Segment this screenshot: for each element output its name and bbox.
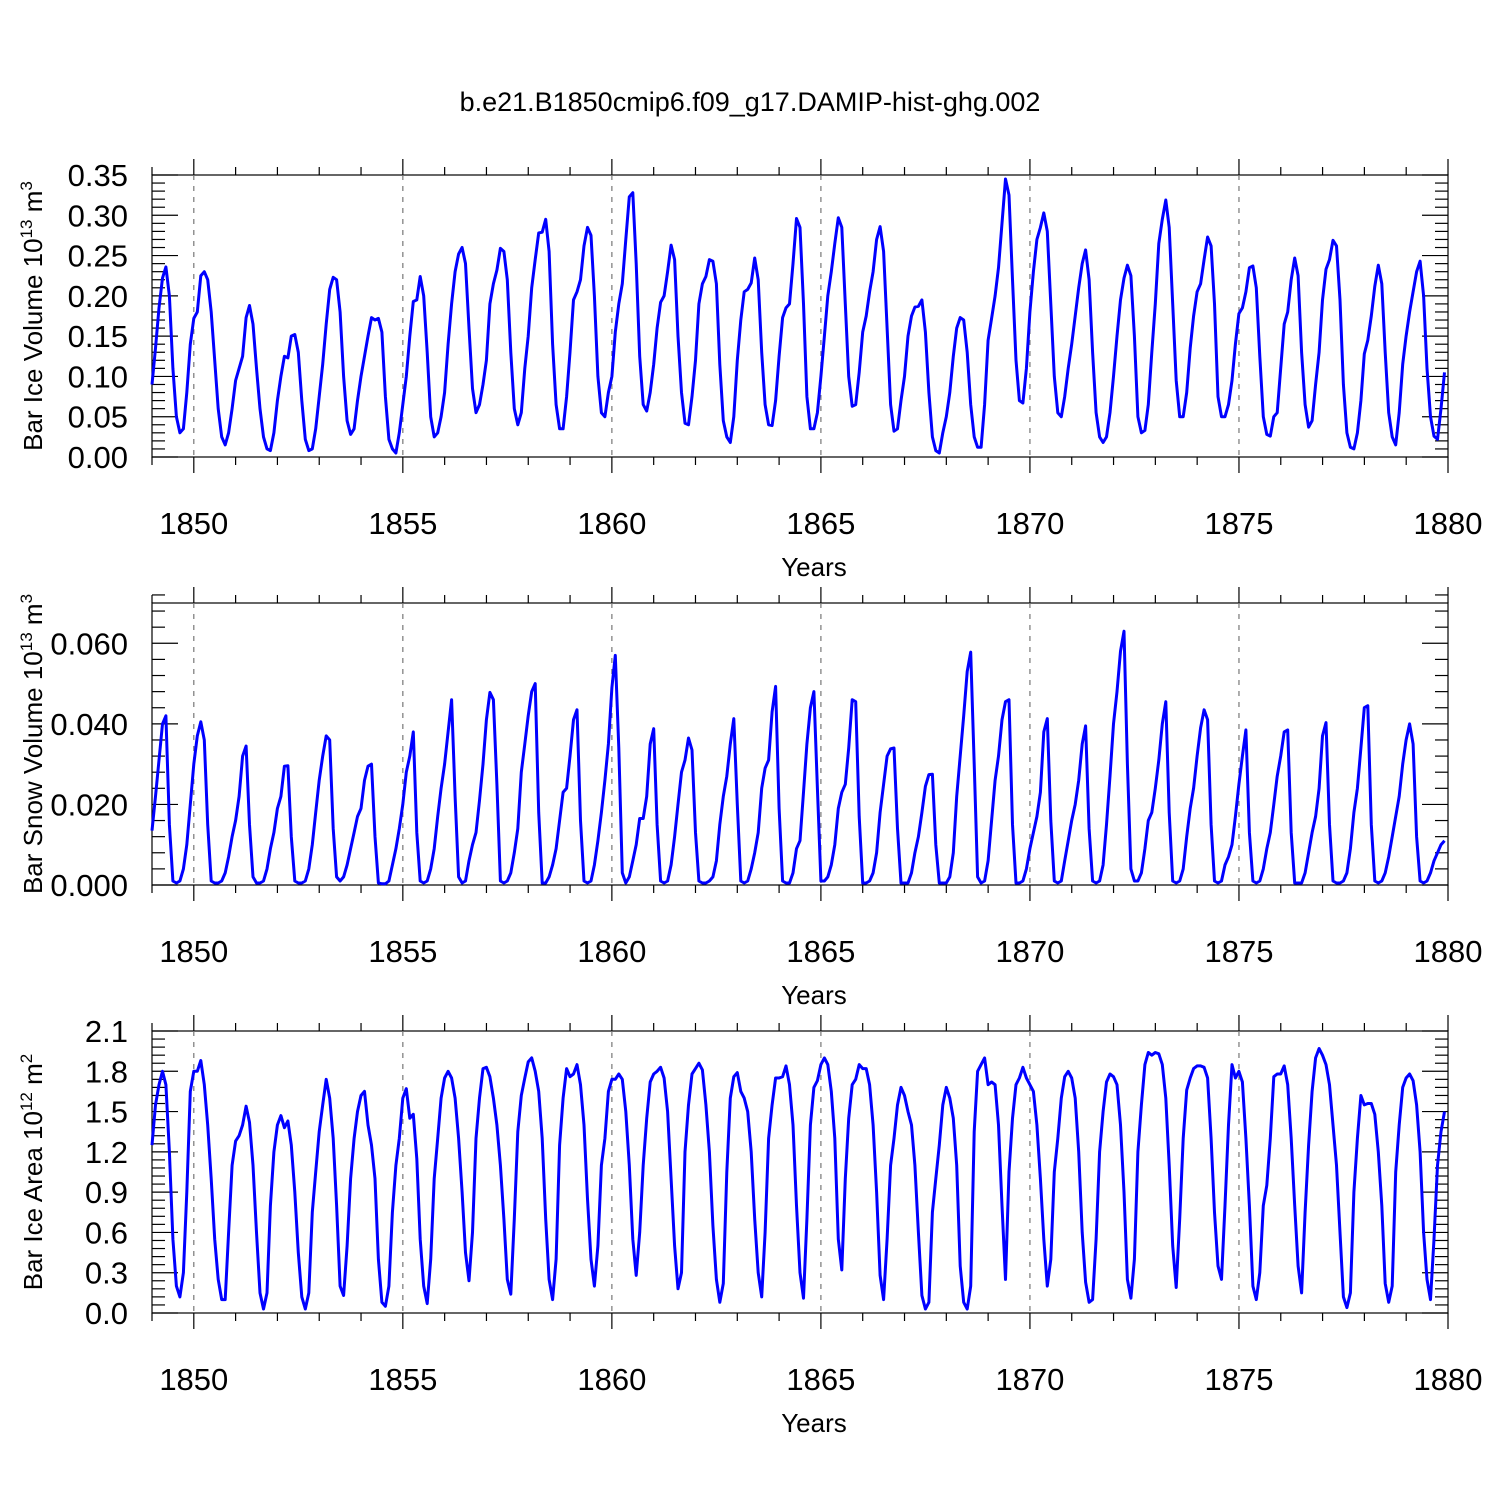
series-line-2-1	[150, 629, 1446, 886]
x-tick-label-1855: 1855	[368, 506, 437, 541]
y-axis-title-part: Bar Snow Volume 10	[18, 651, 48, 894]
x-tick-label-1855: 1855	[368, 1362, 437, 1397]
y-axis-title: Bar Ice Area 1012 m2	[17, 1054, 48, 1291]
y-axis-title-exponent: 3	[17, 181, 36, 190]
y-axis-title-part: Bar Ice Area 10	[18, 1111, 48, 1290]
y-tick-label: 0.6	[85, 1215, 128, 1250]
plot-frame	[151, 1030, 1449, 1314]
y-tick-label: 1.5	[85, 1095, 128, 1130]
y-tick-label: 0.15	[68, 319, 128, 354]
x-tick-label-1865: 1865	[786, 506, 855, 541]
y-tick-label: 1.2	[85, 1135, 128, 1170]
x-tick-label-1880: 1880	[1414, 1362, 1483, 1397]
chart-panel-2: 1850 1855 1860 1865 1870 1875 1880 0.000 0.020 0.…	[17, 587, 1482, 1010]
x-tick-label-1880: 1880	[1414, 934, 1483, 969]
x-axis-title: Years	[781, 1408, 847, 1438]
x-tick-label-1870: 1870	[995, 506, 1064, 541]
x-tick-label-1880: 1880	[1414, 506, 1483, 541]
x-tick-label-1850: 1850	[159, 1362, 228, 1397]
figure-title: b.e21.B1850cmip6.f09_g17.DAMIP-hist-ghg.…	[460, 87, 1041, 117]
y-tick-label: 0.3	[85, 1256, 128, 1291]
y-axis-title-exponent: 3	[17, 594, 36, 603]
y-tick-label: 0.35	[68, 158, 128, 193]
y-axis-title-exponent: 12	[17, 1092, 36, 1111]
plot-frame	[151, 174, 1449, 458]
x-axis-title: Years	[781, 980, 847, 1010]
y-axis-title-exponent: 2	[17, 1054, 36, 1063]
x-tick-label-1865: 1865	[786, 1362, 855, 1397]
y-tick-label: 0.25	[68, 239, 128, 274]
y-tick-label: 0.10	[68, 359, 128, 394]
x-tick-label-1870: 1870	[995, 934, 1064, 969]
y-tick-label: 1.8	[85, 1054, 128, 1089]
y-tick-label: 0.000	[50, 868, 128, 903]
y-tick-label: 0.20	[68, 279, 128, 314]
x-tick-label-1860: 1860	[577, 1362, 646, 1397]
x-tick-label-1850: 1850	[159, 934, 228, 969]
y-tick-label: 0.00	[68, 440, 128, 475]
y-tick-label: 0.040	[50, 707, 128, 742]
y-tick-label: 2.1	[85, 1014, 128, 1049]
y-tick-label: 0.060	[50, 626, 128, 661]
x-tick-label-1870: 1870	[995, 1362, 1064, 1397]
y-tick-label: 0.020	[50, 787, 128, 822]
series-line-1-1	[150, 177, 1446, 455]
series-line-3-1	[150, 1047, 1446, 1311]
x-tick-label-1860: 1860	[577, 934, 646, 969]
y-axis-title: Bar Ice Volume 1013 m3	[17, 181, 48, 451]
y-axis-title: Bar Snow Volume 1013 m3	[17, 594, 48, 894]
y-tick-label: 0.30	[68, 198, 128, 233]
chart-panel-3: 1850 1855 1860 1865 1870 1875 1880 0.0 0.3 0.6 0.9…	[17, 1014, 1482, 1438]
y-axis-title-exponent: 13	[17, 632, 36, 651]
x-tick-label-1875: 1875	[1204, 506, 1273, 541]
y-axis-title-part: m	[18, 603, 48, 632]
y-tick-label: 0.05	[68, 400, 128, 435]
x-tick-label-1855: 1855	[368, 934, 437, 969]
y-axis-title-exponent: 13	[17, 219, 36, 238]
y-axis-title-part: m	[18, 191, 48, 220]
y-tick-label: 0.9	[85, 1175, 128, 1210]
x-tick-label-1850: 1850	[159, 506, 228, 541]
x-tick-label-1875: 1875	[1204, 1362, 1273, 1397]
x-tick-label-1875: 1875	[1204, 934, 1273, 969]
x-tick-label-1865: 1865	[786, 934, 855, 969]
y-axis-title-part: m	[18, 1063, 48, 1092]
plot-frame	[151, 602, 1449, 886]
y-axis-title-part: Bar Ice Volume 10	[18, 238, 48, 450]
x-axis-title: Years	[781, 552, 847, 582]
x-tick-label-1860: 1860	[577, 506, 646, 541]
y-tick-label: 0.0	[85, 1296, 128, 1331]
chart-panel-1: 1850 1855 1860 1865 1870 1875 1880 0.00 0.05 0.10…	[17, 158, 1482, 582]
